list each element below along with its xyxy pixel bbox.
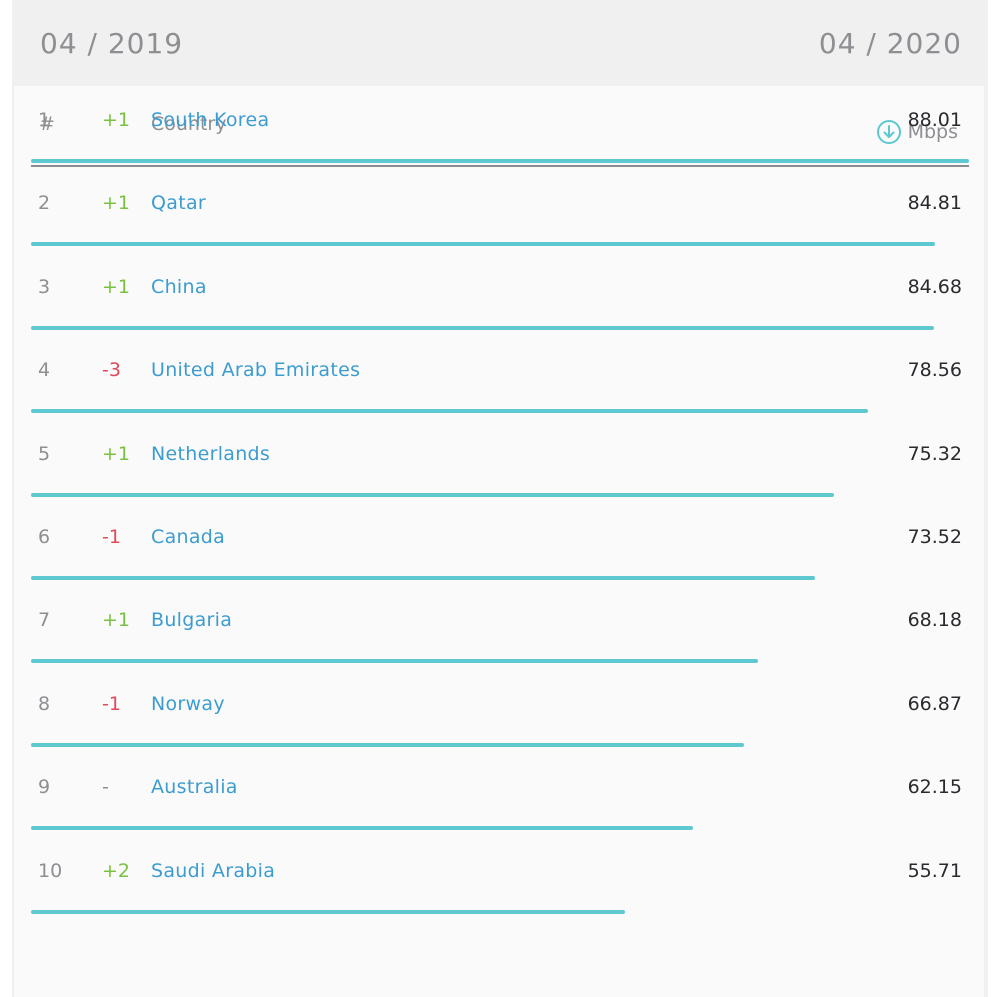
row-speed-bar-track <box>31 659 969 664</box>
row-speed-value: 68.18 <box>907 609 962 632</box>
row-rank-change: -1 <box>102 526 121 548</box>
download-arrow-circle-icon <box>876 119 902 145</box>
row-rank-change: +2 <box>102 859 131 882</box>
row-speed-bar <box>31 576 815 580</box>
row-speed-bar <box>31 742 744 747</box>
date-range-start: 04 / 2019 <box>40 27 184 60</box>
row-speed-bar <box>31 409 868 414</box>
row-speed-bar-track <box>31 242 969 247</box>
row-country-link[interactable]: Netherlands <box>151 442 271 465</box>
row-speed-bar-track <box>31 325 969 330</box>
row-rank: 1 <box>38 109 51 131</box>
row-country-link[interactable]: United Arab Emirates <box>151 359 361 382</box>
row-speed-value: 84.68 <box>907 275 962 298</box>
row-speed-value: 84.81 <box>907 192 962 215</box>
header-divider <box>31 165 969 167</box>
row-rank: 4 <box>38 359 51 382</box>
row-speed-bar-track <box>31 826 969 831</box>
row-country-link[interactable]: Australia <box>151 776 238 799</box>
column-header-speed[interactable]: Mbps <box>876 118 958 146</box>
table-row: 9 - Australia 62.15 <box>14 667 984 831</box>
row-country-link[interactable]: Bulgaria <box>151 609 233 632</box>
table-row: 10 +2 Saudi Arabia 55.71 <box>14 751 984 914</box>
row-speed-bar <box>31 492 834 497</box>
row-speed-bar-track <box>31 576 969 580</box>
row-rank-change: -1 <box>102 692 121 715</box>
row-speed-value: 62.15 <box>907 776 962 799</box>
row-rank: 7 <box>38 609 51 632</box>
row-country-link[interactable]: South Korea <box>151 109 270 131</box>
row-speed-bar-track <box>31 909 969 914</box>
row-speed-bar <box>31 909 625 914</box>
row-speed-value: 75.32 <box>907 442 962 465</box>
row-speed-value: 55.71 <box>907 859 962 882</box>
row-rank: 10 <box>38 859 63 882</box>
row-speed-bar <box>31 826 693 831</box>
row-country-link[interactable]: China <box>151 275 207 298</box>
row-rank: 3 <box>38 275 51 298</box>
table-row: 6 -1 Canada 73.52 <box>14 417 984 580</box>
row-rank: 2 <box>38 192 51 215</box>
table-row: 7 +1 Bulgaria 68.18 <box>14 500 984 664</box>
table-row: 2 +1 Qatar 84.81 <box>14 83 984 247</box>
ranking-table: # Country Mbps 1 +1 South Korea 88.01 2 +1 Qat… <box>14 86 984 997</box>
row-speed-bar-track <box>31 492 969 497</box>
row-country-link[interactable]: Canada <box>151 526 226 548</box>
row-speed-value: 78.56 <box>907 359 962 382</box>
table-row: 4 -3 United Arab Emirates 78.56 <box>14 250 984 414</box>
table-row: 3 +1 China 84.68 <box>14 167 984 330</box>
column-header-rank: # <box>39 113 55 135</box>
row-rank: 6 <box>38 526 51 548</box>
table-row: 8 -1 Norway 66.87 <box>14 584 984 747</box>
row-speed-bar <box>31 159 969 163</box>
row-speed-bar-track <box>31 409 969 414</box>
speed-unit-label: Mbps <box>907 121 958 143</box>
table-row: 1 +1 South Korea 88.01 <box>14 0 984 163</box>
row-speed-bar <box>31 325 934 330</box>
row-rank-change: +1 <box>102 442 131 465</box>
row-country-link[interactable]: Qatar <box>151 192 207 215</box>
row-country-link[interactable]: Norway <box>151 692 225 715</box>
row-speed-value: 73.52 <box>907 526 962 548</box>
row-speed-bar <box>31 242 935 247</box>
date-range-end: 04 / 2020 <box>818 27 962 60</box>
row-rank-change: +1 <box>102 609 131 632</box>
row-rank-change: -3 <box>102 359 121 382</box>
row-rank: 5 <box>38 442 51 465</box>
row-country-link[interactable]: Saudi Arabia <box>151 859 276 882</box>
row-rank-change: +1 <box>102 192 131 215</box>
row-speed-value: 88.01 <box>907 109 962 131</box>
row-speed-value: 66.87 <box>907 692 962 715</box>
table-row: 5 +1 Netherlands 75.32 <box>14 334 984 497</box>
column-header-country[interactable]: Country <box>151 113 227 135</box>
row-rank-change: +1 <box>102 109 131 131</box>
row-speed-bar <box>31 659 758 664</box>
row-rank: 9 <box>38 776 51 799</box>
row-speed-bar-track <box>31 742 969 747</box>
row-speed-bar-track <box>31 159 969 163</box>
row-rank: 8 <box>38 692 51 715</box>
row-rank-change: - <box>102 776 109 799</box>
row-rank-change: +1 <box>102 275 131 298</box>
